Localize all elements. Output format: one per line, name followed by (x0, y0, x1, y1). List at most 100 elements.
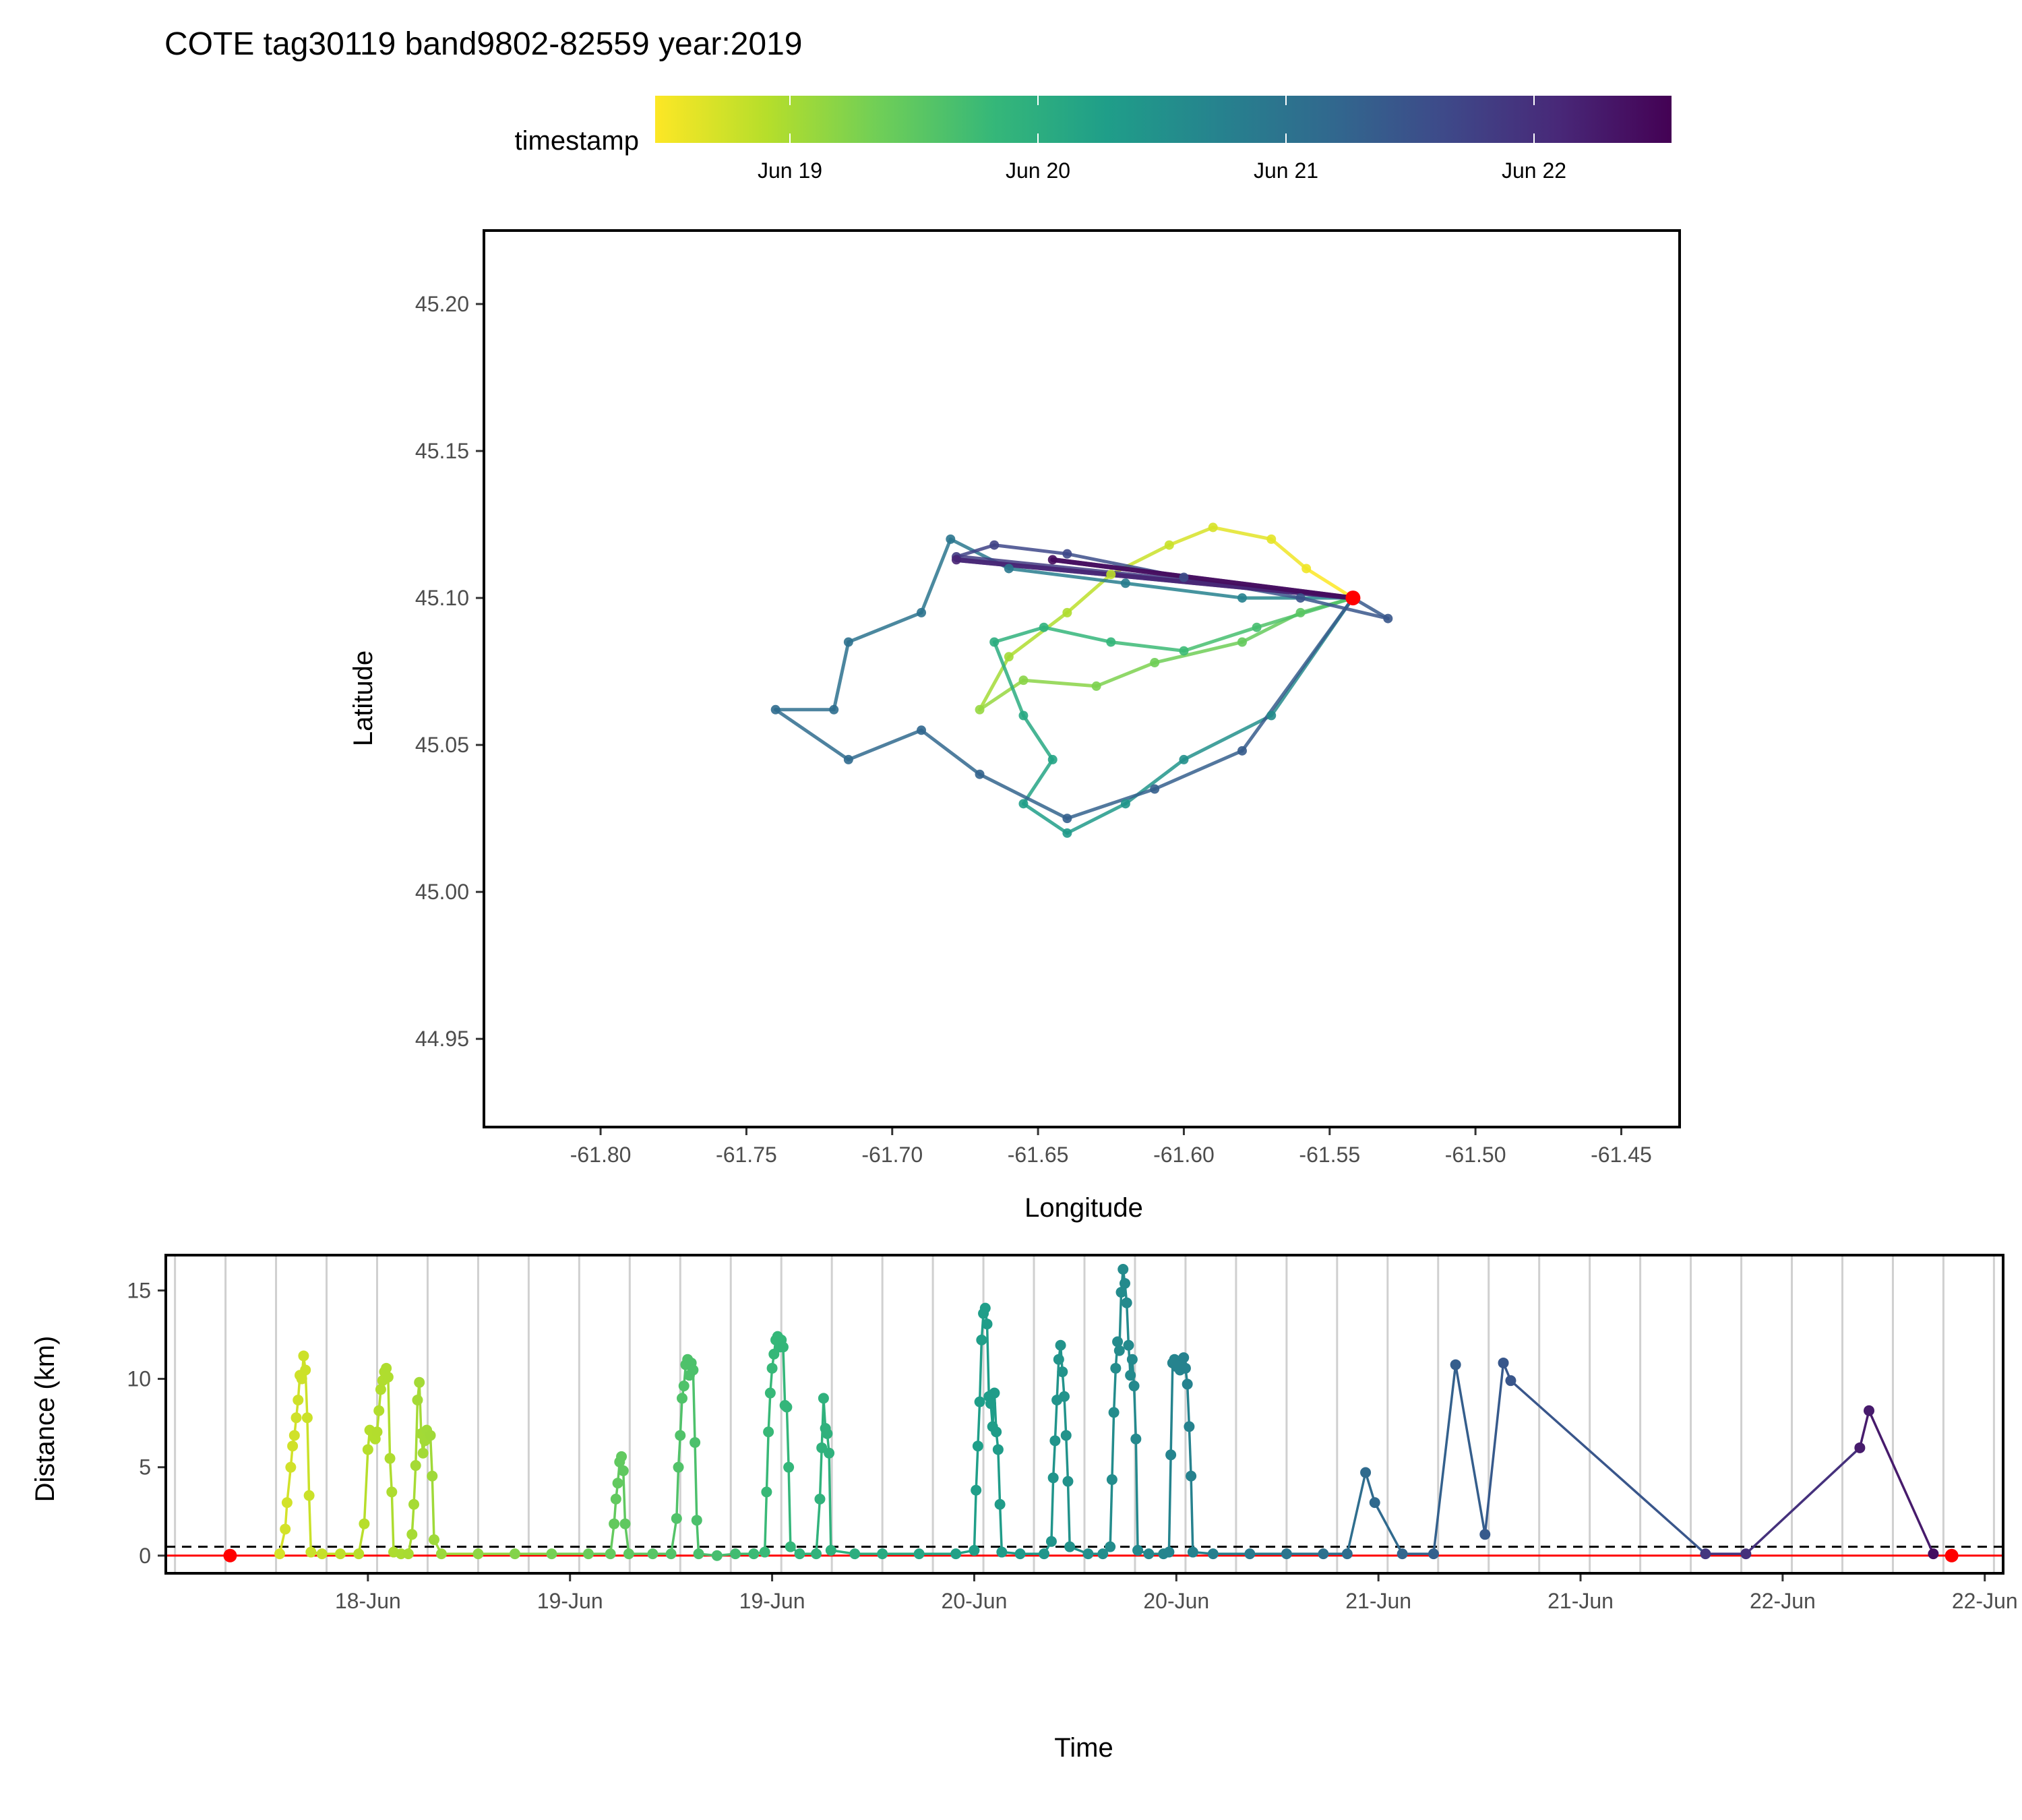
distance-segment (1167, 1455, 1172, 1552)
distance-segment (1050, 1478, 1055, 1542)
distance-point (1740, 1548, 1752, 1560)
color-legend: timestamp Jun 19 Jun 20 Jun 21 Jun 22 (515, 96, 1672, 183)
distance-segment (1109, 1479, 1113, 1547)
distance-point (428, 1534, 439, 1546)
time-x-tick-label: 19-Jun (739, 1589, 805, 1613)
distance-point (281, 1497, 293, 1509)
distance-point (375, 1384, 386, 1395)
distance-point (373, 1405, 385, 1416)
distance-point (794, 1548, 805, 1560)
distance-point (1117, 1263, 1129, 1275)
distance-point (610, 1493, 621, 1505)
distance-point (425, 1430, 436, 1441)
distance-point (1105, 1541, 1116, 1552)
distance-segment (692, 1370, 696, 1443)
distance-point (764, 1387, 776, 1399)
distance-segment (1745, 1447, 1861, 1555)
distance-point (408, 1498, 420, 1510)
distance-point (1014, 1548, 1026, 1560)
track-point (1237, 746, 1247, 756)
distance-frame (164, 1254, 2004, 1575)
distance-point (371, 1426, 383, 1438)
distance-point (298, 1350, 309, 1362)
distance-point (612, 1478, 623, 1489)
map-y-tick-label: 45.10 (415, 586, 469, 610)
distance-point (974, 1396, 985, 1407)
map-x-tick-label: -61.80 (570, 1143, 632, 1167)
track-point (975, 769, 985, 779)
track-point (1062, 828, 1072, 838)
distance-point (777, 1341, 789, 1353)
distance-segment (1454, 1364, 1486, 1535)
distance-point (1498, 1357, 1509, 1368)
map-x-axis-label: Longitude (1024, 1193, 1143, 1223)
map-x-ticks: -61.80 -61.75 -61.70 -61.65 -61.60 -61.55 -61.… (570, 1127, 1652, 1167)
map-x-tick-label: -61.70 (861, 1143, 923, 1167)
distance-segment (763, 1492, 768, 1552)
distance-point (1165, 1449, 1177, 1461)
track-point (1091, 681, 1101, 691)
distance-point (673, 1461, 684, 1473)
track-segment (1095, 661, 1157, 688)
track-point (989, 637, 1000, 647)
distance-y-tick-label: 5 (139, 1455, 151, 1480)
time-x-tick-label: 19-Jun (537, 1589, 603, 1613)
time-x-tick-label: 21-Jun (1345, 1589, 1411, 1613)
distance-segment (1111, 1412, 1115, 1480)
distance-point (1143, 1548, 1155, 1560)
track-point (1266, 710, 1277, 721)
distance-segment (1134, 1438, 1139, 1550)
distance-point (1163, 1546, 1175, 1558)
track-point (1004, 652, 1014, 662)
track-point (1179, 646, 1189, 656)
track-segment (1304, 566, 1355, 600)
track-point (1295, 593, 1306, 603)
track-point (946, 534, 956, 544)
distance-point (763, 1426, 774, 1438)
track-point (1120, 578, 1130, 588)
track-segment (1065, 787, 1157, 820)
distance-segment (307, 1495, 313, 1552)
map-y-tick-label: 44.95 (415, 1027, 469, 1051)
track-segment (1182, 626, 1259, 653)
track-point (975, 704, 985, 715)
distance-segment (1051, 1440, 1057, 1478)
track-segment (847, 611, 923, 644)
distance-point (412, 1395, 423, 1406)
distance-point (991, 1426, 1002, 1438)
track-segment (1021, 678, 1099, 688)
distance-y-tick-label: 10 (127, 1367, 151, 1391)
distance-segment (418, 1382, 423, 1434)
distance-point (783, 1461, 795, 1473)
distance-point (976, 1334, 987, 1345)
distance-point (402, 1548, 414, 1560)
distance-point (582, 1548, 594, 1560)
distance-point (384, 1453, 396, 1464)
distance-point (748, 1548, 760, 1560)
distance-point (386, 1486, 398, 1498)
distance-segment (388, 1458, 394, 1492)
distance-segment (1112, 1368, 1117, 1413)
track-point (829, 704, 839, 715)
distance-segment (787, 1467, 792, 1547)
distance-point (1119, 1277, 1130, 1289)
distance-segment (679, 1398, 683, 1436)
distance-point (1121, 1297, 1132, 1308)
distance-point (381, 1362, 392, 1374)
distance-point (671, 1513, 682, 1524)
distance-point (546, 1548, 557, 1560)
track-point (1383, 613, 1393, 624)
distance-point (824, 1447, 835, 1459)
track-point (1018, 710, 1029, 721)
distance-point (691, 1515, 702, 1526)
distance-point (1039, 1548, 1050, 1560)
distance-point (1057, 1366, 1068, 1378)
distance-point (334, 1548, 346, 1560)
distance-segment (390, 1492, 395, 1552)
distance-point (781, 1401, 793, 1413)
track-point (1252, 622, 1262, 632)
distance-point (1505, 1375, 1516, 1387)
distance-segment (431, 1476, 435, 1540)
track-segment (1021, 758, 1055, 806)
distance-y-axis-label: Distance (km) (30, 1336, 60, 1503)
